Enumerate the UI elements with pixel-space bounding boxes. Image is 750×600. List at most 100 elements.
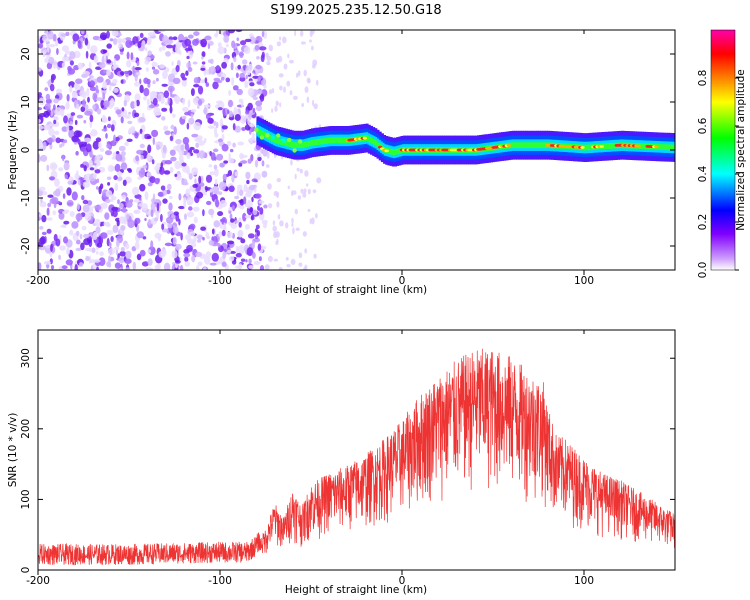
spectrogram-noise-cell [120,151,126,157]
spectrogram-noise-cell [245,259,248,263]
spectrogram-ridge-cell [283,139,286,146]
spectrogram-noise-cell [86,88,90,97]
spectrogram-noise-cell [208,240,215,246]
spectrogram-noise-cell [46,207,50,216]
spectrogram-x-tick-label: 0 [399,275,406,287]
spectrogram-noise-cell [219,199,227,208]
spectrogram-noise-cell [238,230,243,238]
spectrogram-noise-cell [209,188,213,193]
spectrogram-noise-cell [66,125,70,133]
spectrogram-noise-cell [133,199,140,203]
spectrogram-noise-cell [161,116,166,121]
spectrogram-noise-cell [83,137,92,143]
spectrogram-noise-cell [87,96,90,103]
spectrogram-ridge-cell [298,142,301,149]
spectrogram-noise-cell [93,55,99,63]
spectrogram-ridge-cell [613,142,616,149]
spectrogram-noise-cell [229,250,236,254]
spectrogram-noise-cell [182,136,190,145]
spectrogram-noise-cell [129,199,134,203]
spectrogram-noise-cell [54,94,60,100]
spectrogram-noise-cell [205,232,210,239]
spectrogram-noise-cell [213,120,217,127]
spectrogram-noise-cell [167,211,172,215]
spectrogram-noise-cell [221,261,227,268]
spectrogram-noise-cell [147,32,156,37]
spectrogram-noise-cell [168,202,173,211]
spectrogram-noise-cell [60,224,66,228]
spectrogram-noise-cell [212,81,219,90]
spectrogram-noise-cell [255,100,263,107]
spectrogram-noise-cell [213,126,218,136]
spectrogram-noise-cell [186,55,190,60]
spectrogram-noise-cell [63,162,70,171]
spectrogram-noise-cell [188,117,195,125]
spectrogram-noise-cell [266,61,271,66]
spectrogram-noise-cell [76,170,79,177]
spectrogram-noise-cell [228,116,235,121]
spectrogram-noise-cell [118,202,124,209]
spectrogram-noise-cell [117,253,120,260]
spectrogram-noise-cell [186,211,195,218]
spectrogram-noise-cell [135,155,140,162]
spectrogram-noise-cell [112,78,118,84]
spectrogram-noise-cell [205,82,209,87]
spectrogram-noise-cell [279,36,282,41]
spectrogram-noise-cell [146,98,150,106]
spectrogram-noise-cell [234,114,241,121]
spectrogram-noise-cell [156,202,160,212]
spectrogram-noise-cell [247,233,255,239]
spectrogram-noise-cell [182,116,187,120]
spectrogram-noise-cell [291,222,294,227]
spectrogram-noise-cell [130,52,134,61]
spectrogram-noise-cell [38,107,43,111]
spectrogram-noise-cell [108,116,111,122]
spectrogram-noise-cell [47,194,54,198]
spectrogram-noise-cell [118,256,125,264]
spectrogram-noise-cell [83,120,87,124]
spectrogram-noise-cell [145,67,149,72]
spectrogram-noise-cell [44,87,49,91]
spectrogram-noise-cell [209,58,214,64]
spectrogram-noise-cell [46,137,54,144]
spectrogram-noise-cell [175,139,182,145]
spectrogram-noise-cell [75,213,83,221]
spectrogram-noise-cell [146,36,152,46]
spectrogram-noise-cell [226,231,233,238]
spectrogram-noise-cell [249,123,255,128]
spectrogram-noise-cell [300,188,304,194]
spectrogram-noise-cell [38,262,42,270]
spectrogram-noise-cell [170,124,175,130]
spectrogram-noise-cell [75,230,80,237]
spectrogram-noise-cell [302,191,307,198]
spectrogram-noise-cell [113,38,118,45]
spectrogram-ridge-cell [611,142,614,149]
spectrogram-noise-cell [169,135,174,142]
spectrogram-noise-cell [144,47,148,52]
spectrogram-ridge-cell [329,137,332,144]
spectrogram-noise-cell [139,128,143,134]
spectrogram-noise-cell [85,143,92,153]
spectrogram-noise-cell [136,61,140,66]
spectrogram-noise-cell [195,191,204,199]
figure-title: S199.2025.235.12.50.G18 [270,3,441,18]
spectrogram-noise-cell [292,227,295,235]
spectrogram-noise-cell [245,171,251,180]
spectrogram-noise-cell [148,104,156,109]
spectrogram-noise-cell [181,162,187,167]
spectrogram-noise-cell [302,231,307,237]
spectrogram-noise-cell [68,56,72,62]
spectrogram-noise-cell [151,91,158,96]
spectrogram-noise-cell [263,204,268,209]
spectrogram-noise-cell [46,44,50,53]
spectrogram-noise-cell [105,190,113,198]
spectrogram-noise-cell [82,199,89,205]
spectrogram-noise-cell [217,211,224,217]
snr-x-ticks: -200 -100 0 100 [26,330,594,587]
spectrogram-ridge-cell [287,140,290,147]
spectrogram-ridge-cell [665,144,668,151]
spectrogram-noise-cell [222,108,226,117]
spectrogram-ridge-cell [312,139,315,146]
spectrogram-noise-cell [247,158,252,164]
spectrogram-ridge-peak [292,148,297,153]
